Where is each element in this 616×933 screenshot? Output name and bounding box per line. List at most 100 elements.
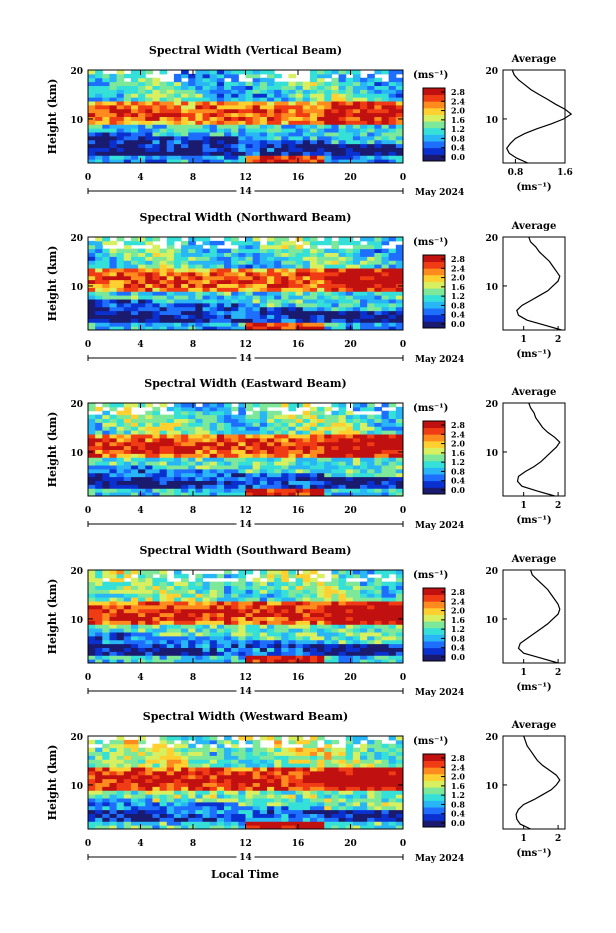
heatmap-cell — [210, 419, 218, 423]
heatmap-cell — [288, 140, 296, 144]
heatmap-cell — [152, 276, 160, 280]
heatmap-cell — [231, 593, 239, 597]
heatmap-cell — [281, 488, 289, 492]
heatmap-cell — [195, 93, 203, 97]
heatmap-cell — [124, 740, 132, 744]
heatmap-cell — [138, 136, 146, 140]
heatmap-cell — [217, 82, 225, 86]
heatmap-cell — [217, 582, 225, 586]
heatmap-cell — [231, 632, 239, 636]
heatmap-cell — [152, 465, 160, 469]
heatmap-cell — [181, 241, 189, 245]
heatmap-cell — [131, 636, 139, 640]
heatmap-cell — [224, 586, 232, 590]
heatmap-cell — [374, 605, 382, 609]
heatmap-cell — [296, 457, 304, 461]
colorbar-segment — [423, 275, 445, 282]
heatmap-cell — [303, 256, 311, 260]
heatmap-cell — [317, 268, 325, 272]
heatmap-cell — [253, 78, 261, 82]
heatmap-cell — [253, 140, 261, 144]
heatmap-cell — [203, 814, 211, 818]
heatmap-cell — [324, 481, 332, 485]
heatmap-cell — [195, 140, 203, 144]
heatmap-cell — [374, 113, 382, 117]
heatmap-cell — [195, 798, 203, 802]
heatmap-cell — [117, 640, 125, 644]
heatmap-cell — [138, 574, 146, 578]
heatmap-cell — [145, 78, 153, 82]
heatmap-cell — [360, 311, 368, 315]
heatmap-cell — [382, 624, 390, 628]
heatmap-cell — [152, 307, 160, 311]
heatmap-cell — [203, 140, 211, 144]
heatmap-cell — [238, 481, 246, 485]
heatmap-cell — [267, 655, 275, 659]
heatmap-cell — [138, 655, 146, 659]
heatmap-cell — [238, 151, 246, 155]
heatmap-cell — [310, 601, 318, 605]
heatmap-cell — [310, 481, 318, 485]
heatmap-cell — [317, 132, 325, 136]
heatmap-cell — [267, 237, 275, 241]
heatmap-cell — [124, 644, 132, 648]
heatmap-cell — [238, 415, 246, 419]
heatmap-cell — [353, 465, 361, 469]
heatmap-cell — [310, 620, 318, 624]
heatmap-cell — [339, 280, 347, 284]
heatmap-cell — [246, 481, 254, 485]
heatmap-cell — [246, 457, 254, 461]
heatmap-cell — [203, 636, 211, 640]
heatmap-cell — [160, 589, 168, 593]
heatmap-cell — [296, 465, 304, 469]
heatmap-cell — [274, 484, 282, 488]
heatmap-cell — [253, 798, 261, 802]
heatmap-cell — [260, 609, 268, 613]
heatmap-cell — [210, 315, 218, 319]
heatmap-cell — [167, 442, 175, 446]
heatmap-cell — [303, 276, 311, 280]
heatmap-cell — [224, 407, 232, 411]
heatmap-cell — [160, 461, 168, 465]
heatmap-cell — [217, 307, 225, 311]
heatmap-cell — [95, 484, 103, 488]
heatmap-cell — [109, 597, 117, 601]
heatmap-cell — [267, 775, 275, 779]
heatmap-cell — [274, 609, 282, 613]
heatmap-cell — [203, 593, 211, 597]
heatmap-cell — [360, 237, 368, 241]
heatmap-cell — [360, 284, 368, 288]
heatmap-cell — [331, 438, 339, 442]
heatmap-cell — [246, 128, 254, 132]
heatmap-cell — [260, 422, 268, 426]
heatmap-cell — [210, 82, 218, 86]
heatmap-cell — [203, 155, 211, 159]
heatmap-cell — [317, 311, 325, 315]
heatmap-cell — [131, 307, 139, 311]
heatmap-cell — [117, 124, 125, 128]
y-tick-label: 20 — [70, 567, 83, 577]
heatmap-cell — [374, 597, 382, 601]
heatmap-cell — [317, 469, 325, 473]
heatmap-cell — [160, 740, 168, 744]
heatmap-cell — [260, 303, 268, 307]
heatmap-cell — [195, 624, 203, 628]
heatmap-cell — [160, 132, 168, 136]
heatmap-cell — [389, 624, 397, 628]
heatmap-cell — [138, 648, 146, 652]
heatmap-cell — [238, 97, 246, 101]
heatmap-cell — [210, 617, 218, 621]
heatmap-cell — [117, 574, 125, 578]
heatmap-cell — [382, 628, 390, 632]
heatmap-cell — [181, 806, 189, 810]
heatmap-cell — [224, 582, 232, 586]
heatmap-cell — [224, 651, 232, 655]
heatmap-cell — [102, 779, 110, 783]
heatmap-cell — [160, 644, 168, 648]
heatmap-cell — [374, 82, 382, 86]
heatmap-cell — [353, 268, 361, 272]
heatmap-cell — [310, 151, 318, 155]
heatmap-cell — [303, 613, 311, 617]
heatmap-cell — [217, 276, 225, 280]
heatmap-cell — [145, 775, 153, 779]
